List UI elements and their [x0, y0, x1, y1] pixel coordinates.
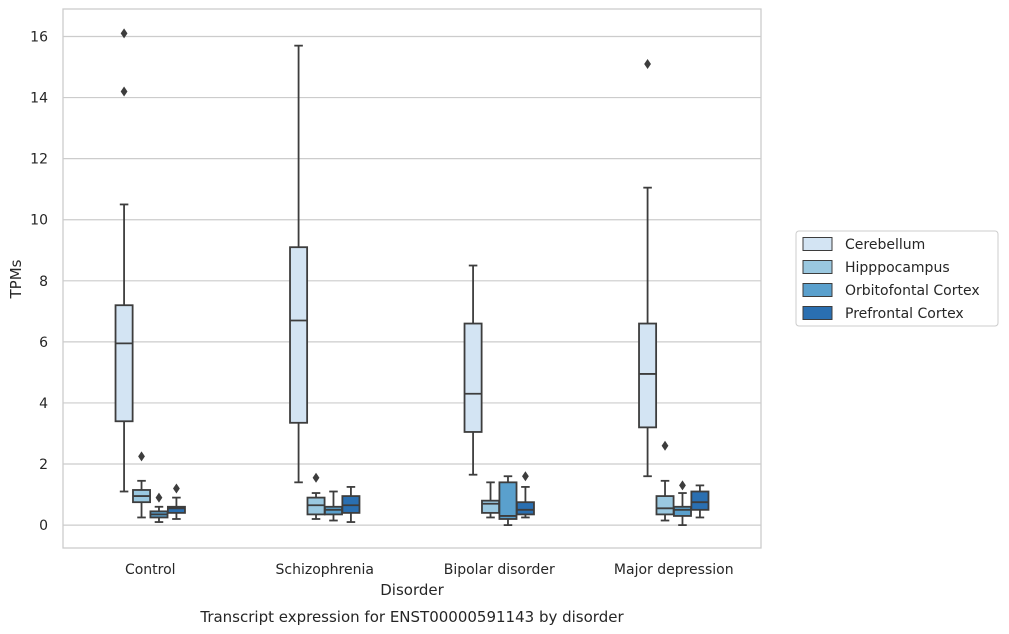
box-prefrontal-cortex [341, 486, 361, 523]
y-tick-label: 10 [30, 213, 48, 229]
outlier-point [120, 28, 128, 39]
boxes [114, 28, 710, 526]
box-orbitofontal-cortex [149, 492, 169, 523]
box-iqr [498, 481, 518, 520]
y-tick-label: 14 [30, 91, 48, 107]
outlier-point [312, 472, 320, 483]
outlier-point [679, 480, 686, 491]
legend-frame [795, 230, 999, 327]
outlier-point [155, 492, 163, 503]
box-iqr [638, 322, 658, 429]
y-tick-label: 2 [39, 457, 48, 473]
box-iqr [289, 246, 309, 424]
box-iqr [166, 505, 186, 514]
y-tick-labels: 0 2 4 6 8 10 12 14 16 [30, 29, 48, 534]
box-prefrontal-cortex [690, 484, 710, 519]
outlier-point [138, 451, 145, 462]
box-cerebellum [114, 28, 134, 493]
box-prefrontal-cortex [166, 483, 186, 520]
x-tick-label: Control [125, 562, 176, 578]
plot-frame [62, 8, 762, 549]
box-hipppocampus [132, 451, 151, 519]
legend-swatch [802, 283, 833, 297]
outlier-point [120, 86, 128, 97]
box-hipppocampus [481, 481, 500, 519]
legend-swatch [802, 306, 833, 320]
legend-items: Cerebellum Hipppocampus Orbitofontal Corte… [802, 237, 980, 322]
y-tick-label: 4 [39, 396, 48, 412]
x-axis-title: Disorder [380, 581, 444, 599]
x-tick-label: Schizophrenia [276, 562, 374, 578]
y-tick-label: 16 [30, 29, 48, 45]
legend: Cerebellum Hipppocampus Orbitofontal Corte… [795, 230, 999, 327]
y-tick-label: 0 [39, 518, 48, 534]
box-orbitofontal-cortex [673, 480, 692, 526]
box-iqr [463, 322, 483, 433]
y-tick-label: 12 [30, 152, 48, 168]
box-iqr [114, 304, 134, 423]
box-cerebellum [289, 44, 309, 484]
box-orbitofontal-cortex [324, 490, 343, 522]
outlier-point [661, 440, 669, 451]
y-tick-label: 8 [39, 274, 48, 290]
box-hipppocampus [655, 440, 675, 522]
box-cerebellum [638, 58, 658, 478]
box-iqr [690, 490, 710, 511]
box-prefrontal-cortex [515, 471, 535, 519]
outlier-point [522, 471, 529, 482]
legend-label: Cerebellum [845, 237, 925, 253]
legend-label: Hipppocampus [845, 260, 950, 276]
box-iqr [515, 501, 535, 516]
box-iqr [481, 499, 500, 514]
legend-label: Orbitofontal Cortex [845, 283, 980, 299]
x-tick-label: Major depression [614, 562, 734, 578]
box-iqr [655, 495, 675, 516]
x-tick-labels: Control Schizophrenia Bipolar disorder Majo… [125, 562, 734, 578]
x-tick-label: Bipolar disorder [444, 562, 555, 578]
box-hipppocampus [306, 472, 326, 520]
legend-swatch [802, 237, 833, 251]
gridlines [63, 35, 761, 526]
box-cerebellum [463, 264, 483, 476]
legend-label: Prefrontal Cortex [845, 306, 964, 322]
y-axis-title: TPMs [7, 259, 25, 299]
y-tick-label: 6 [39, 335, 48, 351]
outlier-point [173, 483, 180, 494]
chart-caption: Transcript expression for ENST0000059114… [199, 608, 624, 626]
box-iqr [673, 505, 692, 517]
legend-swatch [802, 260, 833, 274]
box-orbitofontal-cortex [498, 475, 518, 526]
outlier-point [644, 58, 651, 69]
